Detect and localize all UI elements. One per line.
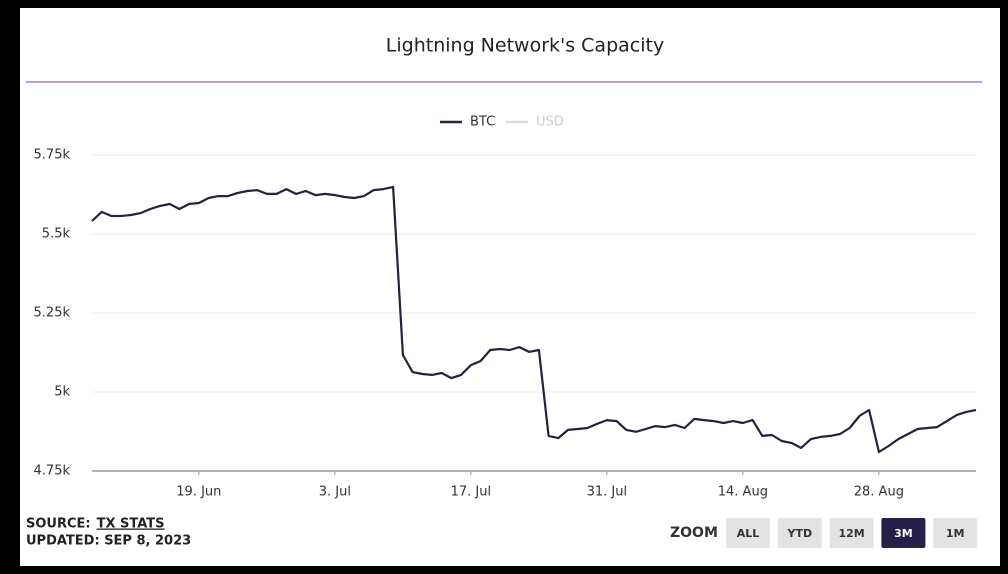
legend-label[interactable]: USD <box>536 115 564 130</box>
updated-label: UPDATED: SEP 8, 2023 <box>26 534 191 549</box>
y-tick-label: 5k <box>54 385 70 400</box>
y-tick-label: 5.25k <box>34 306 71 321</box>
x-tick-label: 17. Jul <box>451 485 492 500</box>
x-tick-label: 28. Aug <box>854 485 904 500</box>
y-tick-label: 5.5k <box>42 227 71 242</box>
legend-label[interactable]: BTC <box>470 115 495 130</box>
zoom-button-label[interactable]: 12M <box>838 527 864 540</box>
zoom-button[interactable] <box>829 518 874 548</box>
y-tick-label: 5.75k <box>34 148 71 163</box>
zoom-button[interactable] <box>726 518 770 548</box>
series-line <box>91 185 977 454</box>
chart-title: Lightning Network's Capacity <box>386 35 664 57</box>
x-tick-label: 3. Jul <box>319 485 351 500</box>
source-link[interactable]: TX STATS <box>97 517 165 532</box>
zoom-label: ZOOM <box>670 525 718 541</box>
y-tick-label: 4.75k <box>34 464 71 479</box>
x-tick-label: 14. Aug <box>718 485 768 500</box>
zoom-button[interactable] <box>881 518 926 548</box>
zoom-button-label[interactable]: YTD <box>786 527 812 540</box>
x-tick-label: 31. Jul <box>587 485 628 500</box>
zoom-button[interactable] <box>933 518 978 548</box>
zoom-button-label[interactable]: 3M <box>894 527 913 540</box>
zoom-button[interactable] <box>777 518 822 548</box>
zoom-button-label[interactable]: ALL <box>737 527 760 540</box>
zoom-button-label[interactable]: 1M <box>946 527 965 540</box>
panel <box>20 8 1000 566</box>
x-tick-label: 19. Jun <box>176 485 221 500</box>
source-label: SOURCE: <box>26 517 91 532</box>
